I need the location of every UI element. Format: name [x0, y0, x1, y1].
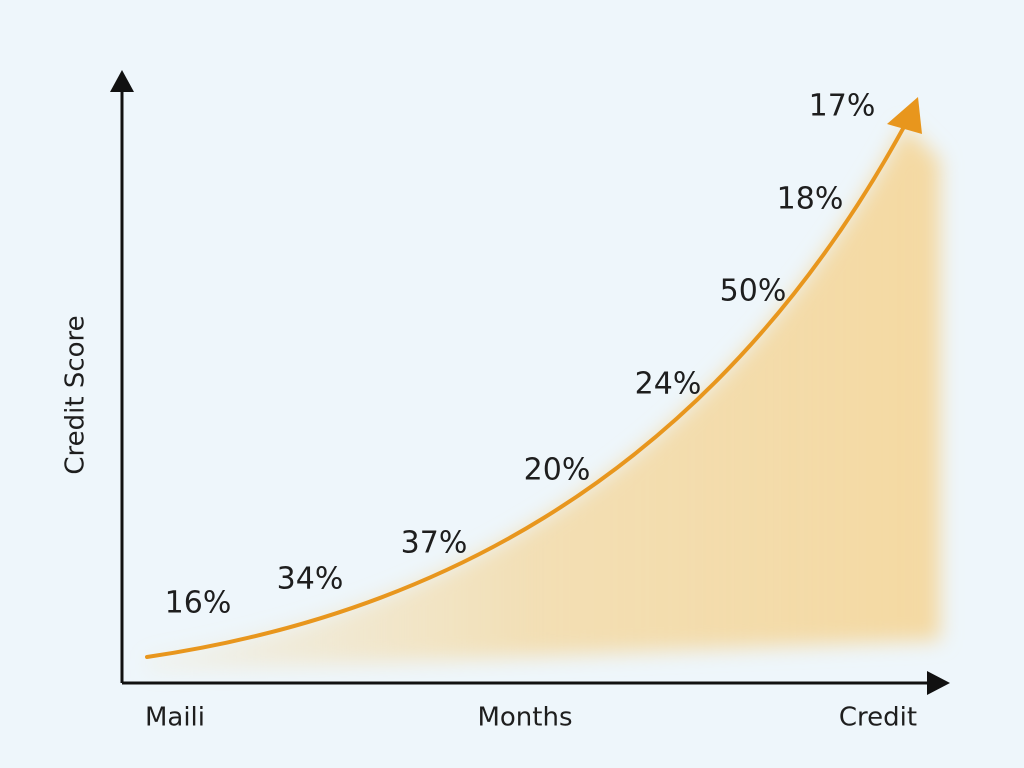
curve-arrow [887, 97, 922, 134]
annotation: 34% [277, 562, 344, 597]
x-axis-label: Maili [145, 703, 205, 733]
growth-curve [145, 123, 907, 659]
annotation: 37% [401, 526, 468, 561]
area-fill [147, 125, 940, 672]
x-axis-label: Credit [839, 703, 917, 733]
y-axis-label: Credit Score [61, 315, 91, 474]
x-axis-arrow [927, 671, 950, 695]
y-axis-arrow [110, 70, 134, 92]
x-axis-label: Months [477, 703, 572, 733]
annotation: 18% [777, 182, 844, 217]
annotation: 16% [165, 586, 232, 621]
annotation: 24% [635, 367, 702, 402]
annotation: 50% [720, 274, 787, 309]
annotation: 17% [809, 89, 876, 124]
annotation: 20% [524, 453, 591, 488]
